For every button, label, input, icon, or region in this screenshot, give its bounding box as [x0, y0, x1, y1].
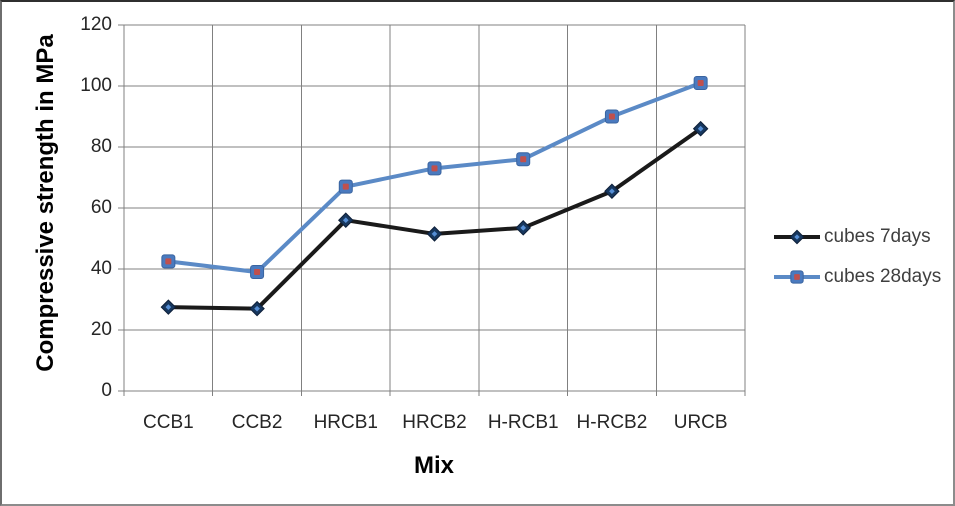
y-tick-label: 0	[101, 380, 112, 401]
legend-swatch-diamond	[774, 229, 820, 245]
legend-item-cubes-7days: cubes 7days	[773, 223, 941, 251]
y-tick-label: 120	[80, 14, 112, 35]
square-marker	[790, 270, 804, 284]
series-line-cubes-7days	[166, 126, 703, 311]
legend-label: cubes 7days	[824, 226, 931, 247]
x-tick-label: CCB1	[143, 412, 194, 433]
square-marker	[161, 254, 176, 269]
diamond-marker	[789, 229, 805, 245]
x-axis-title: Mix	[413, 452, 455, 479]
legend-swatch-square	[774, 270, 820, 284]
legend-item-cubes-28days: cubes 28days	[773, 263, 941, 291]
square-marker	[427, 161, 442, 176]
diamond-marker	[249, 300, 265, 317]
x-tick-label: HRCB2	[402, 412, 467, 433]
y-tick-label: 100	[80, 75, 112, 96]
diamond-marker	[338, 212, 354, 228]
series-line-cubes-28days	[166, 80, 703, 275]
legend-label: cubes 28days	[824, 266, 942, 287]
diamond-marker	[426, 226, 443, 242]
y-tick-label: 40	[90, 258, 112, 279]
square-marker	[338, 179, 353, 194]
square-marker	[516, 152, 531, 167]
y-tick-label: 60	[90, 197, 112, 218]
y-tick-label: 80	[90, 136, 112, 157]
x-tick-label: H-RCB2	[576, 412, 648, 433]
x-tick-label: H-RCB1	[487, 412, 559, 433]
diamond-marker	[515, 220, 531, 236]
y-tick-label: 20	[90, 319, 112, 340]
diamond-marker	[604, 183, 620, 200]
x-tick-label: URCB	[673, 412, 728, 433]
legend: cubes 7days cubes 28days	[773, 223, 941, 303]
square-marker	[693, 75, 708, 90]
diamond-marker	[692, 120, 709, 137]
x-tick-label: CCB2	[231, 412, 283, 433]
x-tick-label: HRCB1	[313, 412, 378, 433]
square-marker	[604, 109, 619, 124]
diamond-marker	[160, 299, 177, 315]
square-marker	[250, 265, 265, 280]
